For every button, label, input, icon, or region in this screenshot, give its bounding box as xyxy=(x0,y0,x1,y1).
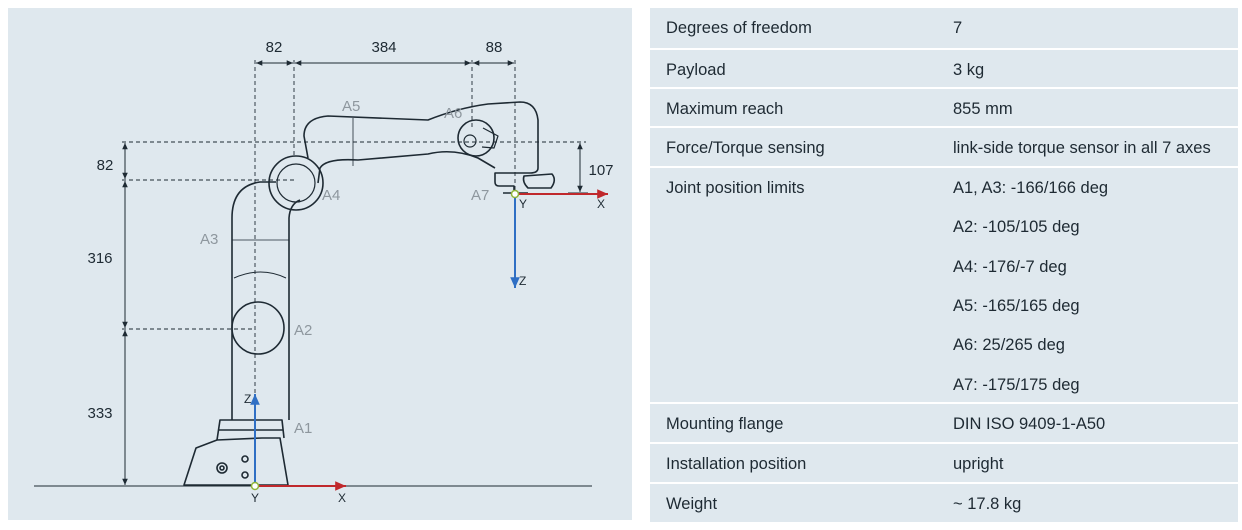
spec-label: Force/Torque sensing xyxy=(666,139,825,157)
spec-row-maximum-reach: Maximum reach 855 mm xyxy=(650,87,1238,126)
spec-value: 3 kg xyxy=(953,61,985,79)
base-frame-axes xyxy=(250,394,346,491)
spec-label: Maximum reach xyxy=(666,100,784,118)
spec-row-joint-position-limits: Joint position limits A1, A3: -166/166 d… xyxy=(650,166,1238,402)
joint-a4-circle xyxy=(268,155,324,211)
spec-value: DIN ISO 9409-1-A50 xyxy=(953,415,1106,433)
flange-axis-x-label: X xyxy=(597,197,605,211)
spec-label: Installation position xyxy=(666,455,807,473)
robot-dimension-diagram: 82 384 88 82 316 333 107 A1 A2 A3 A4 A5 … xyxy=(8,8,632,520)
dim-right: 107 xyxy=(588,162,613,179)
spec-row-installation-position: Installation position upright xyxy=(650,442,1238,482)
spec-value: ~ 17.8 kg xyxy=(953,495,1022,513)
flange-axis-z-label: Z xyxy=(519,274,526,288)
spec-value: A7: -175/175 deg xyxy=(953,376,1080,394)
dim-left-upper: 82 xyxy=(97,157,114,174)
spec-value: A5: -165/165 deg xyxy=(953,297,1080,315)
flange-axis-y-label: Y xyxy=(519,197,527,211)
robot-base xyxy=(183,437,289,486)
spec-label: Payload xyxy=(666,61,726,79)
spec-row-payload: Payload 3 kg xyxy=(650,48,1238,87)
robot-upper-arm xyxy=(303,101,539,193)
section-lines xyxy=(232,118,354,241)
spec-value: A1, A3: -166/166 deg xyxy=(953,179,1109,197)
robot-arm-outline xyxy=(183,101,556,486)
robot-arm-drawing: 82 384 88 82 316 333 107 A1 A2 A3 A4 A5 … xyxy=(34,39,614,505)
robot-upper-arm-lower-edge xyxy=(317,150,496,184)
spec-row-mounting-flange: Mounting flange DIN ISO 9409-1-A50 xyxy=(650,402,1238,442)
spec-row-weight: Weight ~ 17.8 kg xyxy=(650,482,1238,522)
spec-row-degrees-of-freedom: Degrees of freedom 7 xyxy=(650,8,1238,48)
specifications-table: Degrees of freedom 7 Payload 3 kg Maximu… xyxy=(650,8,1238,522)
robot-column-right xyxy=(288,199,301,420)
spec-value: upright xyxy=(953,455,1004,473)
spec-value: 855 mm xyxy=(953,100,1013,118)
robot-column-left xyxy=(231,181,276,420)
spec-value: A2: -105/105 deg xyxy=(953,218,1080,236)
dim-left-mid: 316 xyxy=(87,250,112,267)
spec-row-force-torque-sensing: Force/Torque sensing link-side torque se… xyxy=(650,126,1238,166)
base-axis-z-label: Z xyxy=(244,392,251,406)
joint-label-a3: A3 xyxy=(200,231,218,248)
joint-a6-circle xyxy=(457,119,495,157)
joint-label-a4: A4 xyxy=(322,187,340,204)
spec-value: 7 xyxy=(953,19,963,37)
spec-value: A4: -176/-7 deg xyxy=(953,258,1067,276)
dim-top-mid: 384 xyxy=(371,39,396,56)
joint-label-a5: A5 xyxy=(342,98,360,115)
spec-value: A6: 25/265 deg xyxy=(953,336,1065,354)
spec-label: Joint position limits xyxy=(666,179,805,197)
spec-value: link-side torque sensor in all 7 axes xyxy=(953,139,1211,157)
joint-label-a1: A1 xyxy=(294,420,312,437)
joint-label-a2: A2 xyxy=(294,322,312,339)
spec-label: Mounting flange xyxy=(666,415,784,433)
joint-label-a7: A7 xyxy=(471,187,489,204)
spec-label: Weight xyxy=(666,495,718,513)
joint-label-a6: A6 xyxy=(444,105,462,122)
dim-left-lower: 333 xyxy=(87,405,112,422)
robot-flange xyxy=(522,173,556,189)
flange-frame-axes xyxy=(510,189,608,288)
reference-dashed-lines xyxy=(122,60,586,486)
dim-top-left: 82 xyxy=(266,39,283,56)
joint-a2-circle xyxy=(231,301,285,355)
spec-label: Degrees of freedom xyxy=(666,19,812,37)
base-axis-y-label: Y xyxy=(251,491,259,505)
base-axis-x-label: X xyxy=(338,491,346,505)
dim-top-right: 88 xyxy=(486,39,503,56)
